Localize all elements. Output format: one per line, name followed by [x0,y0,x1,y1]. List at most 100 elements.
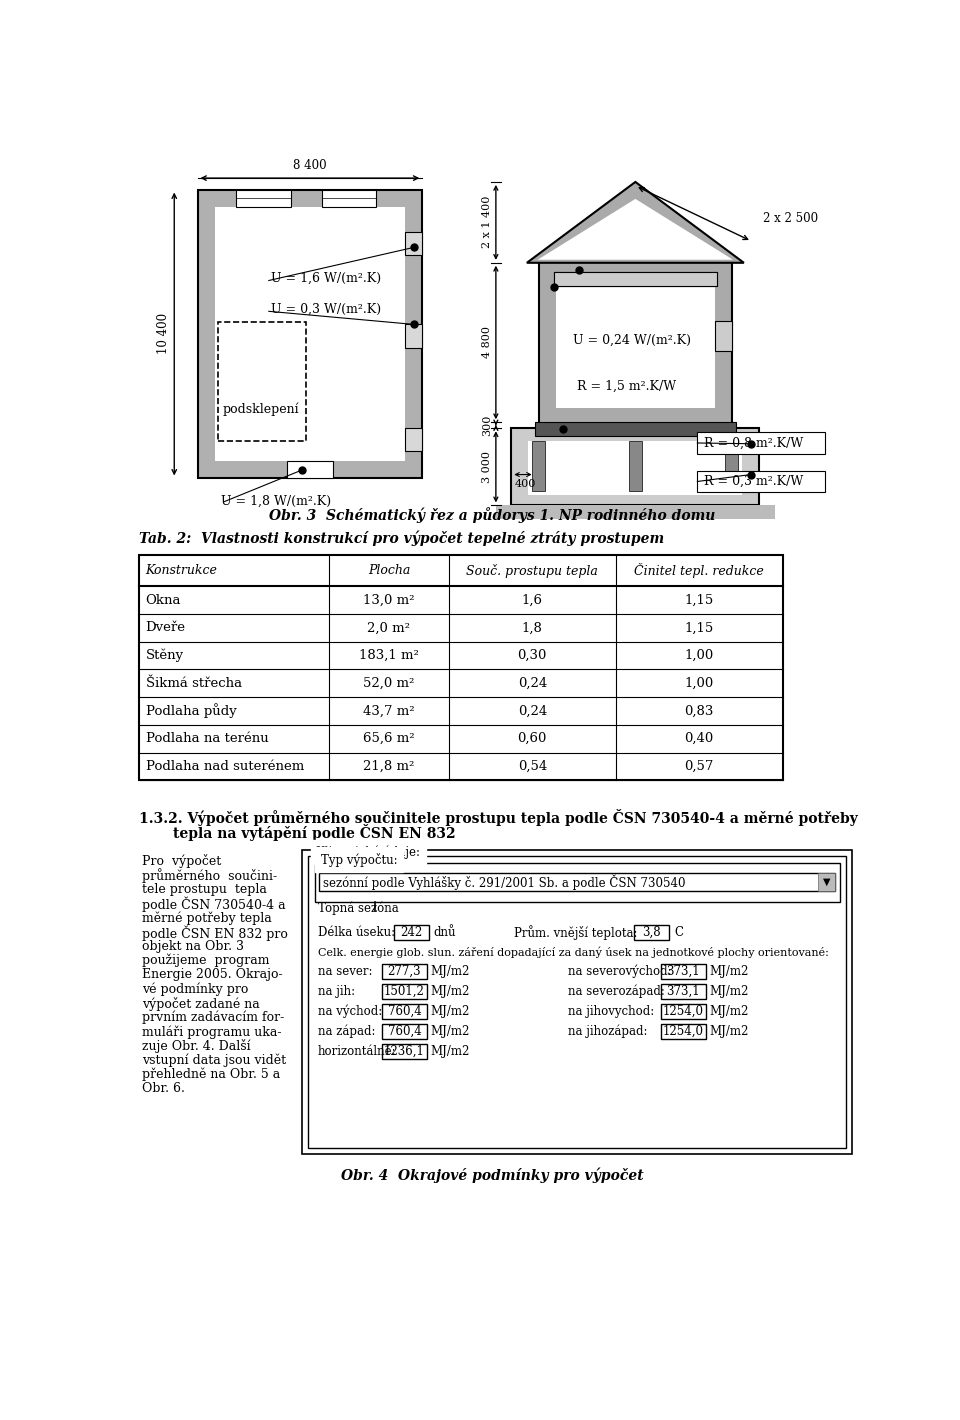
Bar [198,190,422,479]
Text: U = 0,24 W/(m².K): U = 0,24 W/(m².K) [573,334,691,346]
Text: 21,8 m²: 21,8 m² [363,760,415,772]
Bar [634,924,669,940]
Text: 1501,2: 1501,2 [384,984,425,998]
Bar [528,442,742,496]
Bar [554,273,717,285]
Bar [382,984,427,998]
Bar [287,462,333,479]
Text: Podlaha půdy: Podlaha půdy [146,703,236,719]
Text: Prům. vnější teplota:: Prům. vnější teplota: [514,926,637,940]
Text: Tab. 2:  Vlastnosti konstrukcí pro výpočet tepelné ztráty prostupem: Tab. 2: Vlastnosti konstrukcí pro výpoče… [139,531,664,547]
Bar [660,964,706,978]
Text: objekt na Obr. 3: objekt na Obr. 3 [142,940,244,953]
Text: 1,15: 1,15 [684,622,713,635]
Text: Stěny: Stěny [146,649,183,662]
Text: R = 0,3 m².K/W: R = 0,3 m².K/W [704,474,803,488]
Text: na severovýchod:: na severovýchod: [568,964,672,978]
Text: 0,57: 0,57 [684,760,713,772]
Bar [405,429,422,452]
Bar [539,258,732,429]
Text: 1,00: 1,00 [684,677,713,690]
Text: Klimatické údaje:: Klimatické údaje: [316,845,420,859]
Text: MJ/m2: MJ/m2 [709,1025,749,1038]
Text: 3 000: 3 000 [482,452,492,483]
Text: Podlaha na terénu: Podlaha na terénu [146,733,269,746]
Text: Typ výpočtu:: Typ výpočtu: [321,852,397,866]
Bar [308,856,846,1147]
Bar [139,555,782,780]
Text: Topná sezóna: Topná sezóna [318,902,398,914]
Text: 183,1 m²: 183,1 m² [359,649,419,662]
Bar [405,324,422,348]
Text: Pro  výpočet: Pro výpočet [142,855,221,868]
Text: měrné potřeby tepla: měrné potřeby tepla [142,912,272,924]
Text: MJ/m2: MJ/m2 [431,984,470,998]
Text: 373,1: 373,1 [666,964,700,978]
Text: 1,6: 1,6 [522,594,542,606]
Text: 2 x 1 400: 2 x 1 400 [482,196,492,248]
Text: 0,54: 0,54 [517,760,547,772]
Text: Dveře: Dveře [146,622,185,635]
Text: 1,15: 1,15 [684,594,713,606]
Polygon shape [527,182,744,263]
Text: 0,60: 0,60 [517,733,547,746]
Bar [382,1004,427,1020]
Bar [556,275,715,408]
Text: vé podmínky pro: vé podmínky pro [142,983,248,995]
Bar [725,442,738,491]
Text: Podlaha nad suterénem: Podlaha nad suterénem [146,760,303,772]
Text: na jihozápad:: na jihozápad: [568,1024,647,1038]
Text: MJ/m2: MJ/m2 [431,964,470,978]
Text: 760,4: 760,4 [388,1005,421,1018]
Text: přehledně na Obr. 5 a: přehledně na Obr. 5 a [142,1068,280,1082]
Bar [629,442,642,491]
Bar [219,322,306,442]
Text: 1236,1: 1236,1 [384,1045,425,1058]
Text: horizontálně:: horizontálně: [318,1045,396,1058]
Text: U = 1,6 W/(m².K): U = 1,6 W/(m².K) [271,271,381,284]
Text: podle ČSN 730540-4 a: podle ČSN 730540-4 a [142,897,285,913]
Text: 43,7 m²: 43,7 m² [363,704,415,717]
Text: muláři programu uka-: muláři programu uka- [142,1025,281,1038]
Text: R = 0,8 m².K/W: R = 0,8 m².K/W [704,436,803,450]
Text: R = 1,5 m².K/W: R = 1,5 m².K/W [577,379,677,392]
Bar [697,470,826,493]
Text: MJ/m2: MJ/m2 [709,964,749,978]
Text: 1254,0: 1254,0 [663,1005,704,1018]
Text: použijeme  program: použijeme program [142,954,269,967]
Bar [818,873,835,892]
Text: 0,83: 0,83 [684,704,713,717]
Text: 760,4: 760,4 [388,1025,421,1038]
Text: Energie 2005. Okrajo-: Energie 2005. Okrajo- [142,968,282,981]
Text: 1254,0: 1254,0 [663,1025,704,1038]
Text: Obr. 6.: Obr. 6. [142,1082,184,1095]
Bar [405,231,422,256]
Text: na sever:: na sever: [318,964,372,978]
Text: ▼: ▼ [823,878,830,888]
Text: 2 x 2 500: 2 x 2 500 [763,212,818,224]
Text: Délka úseku:: Délka úseku: [318,926,395,939]
Text: na východ:: na východ: [318,1004,382,1018]
Text: Plocha: Plocha [368,564,410,578]
Text: 1,8: 1,8 [522,622,542,635]
Bar [535,422,736,436]
Text: 1,00: 1,00 [684,649,713,662]
Text: na jih:: na jih: [318,984,355,998]
Polygon shape [538,199,733,260]
Bar [554,273,717,285]
Text: 3,8: 3,8 [642,926,661,939]
Text: 373,1: 373,1 [666,984,700,998]
Text: Šikmá střecha: Šikmá střecha [146,677,242,690]
Text: 10 400: 10 400 [157,312,170,354]
Text: vstupní data jsou vidět: vstupní data jsou vidět [142,1054,286,1066]
Text: na jihovychod:: na jihovychod: [568,1005,654,1018]
Text: podsklepení: podsklepení [223,402,299,416]
Text: Konstrukce: Konstrukce [146,564,218,578]
Text: dnů: dnů [434,926,456,939]
Text: tepla na vytápění podle ČSN EN 832: tepla na vytápění podle ČSN EN 832 [173,824,455,841]
Text: 277,3: 277,3 [388,964,421,978]
Text: MJ/m2: MJ/m2 [431,1025,470,1038]
Bar [322,190,375,206]
Bar [394,924,429,940]
Text: 400: 400 [515,479,536,488]
